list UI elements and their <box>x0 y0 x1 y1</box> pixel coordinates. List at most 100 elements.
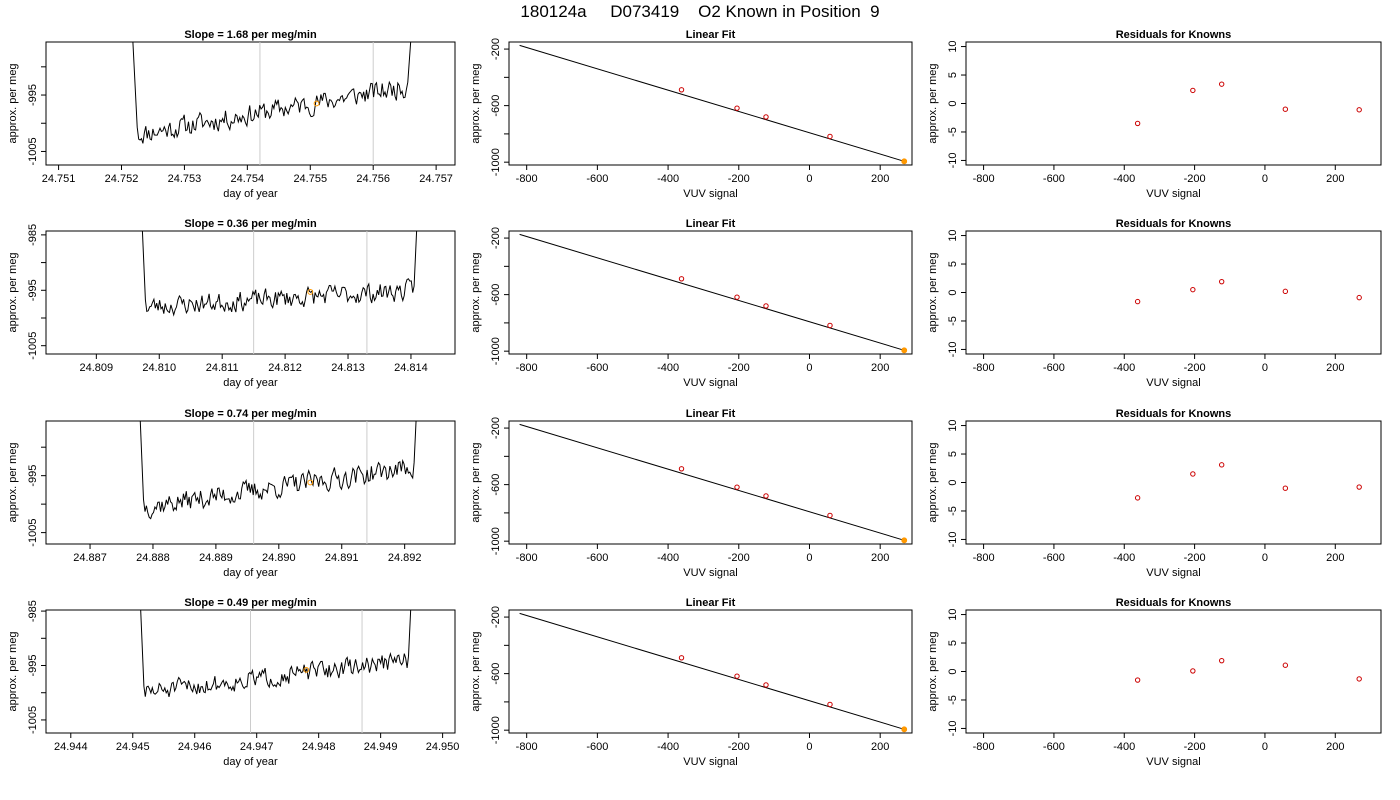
y-tick-label: -985 <box>27 224 39 246</box>
residual-point <box>1190 286 1196 293</box>
y-axis-label: approx. per meg <box>7 631 19 711</box>
x-tick-label: -200 <box>728 741 750 753</box>
x-tick-label: -600 <box>1043 173 1065 185</box>
x-tick-label: 24.753 <box>168 173 202 185</box>
residual-point <box>1218 278 1225 285</box>
selected-point-marker <box>303 666 310 673</box>
panel-residuals-row-2: Residuals for Knowns -800 -600 -400 -200 0 200… <box>927 218 1382 389</box>
y-tick-label: -5 <box>947 127 959 137</box>
x-tick-label: -400 <box>657 173 679 185</box>
y-axis-label: approx. per meg <box>927 63 939 143</box>
residual-point <box>1190 471 1196 477</box>
plot-frame <box>45 230 456 355</box>
y-tick-label: -600 <box>490 474 502 496</box>
known-point <box>678 276 685 282</box>
x-tick-label: 200 <box>871 173 889 185</box>
panel-title: Slope = 1.68 per meg/min <box>184 29 317 41</box>
selected-point-marker <box>307 289 314 295</box>
x-tick-label: -400 <box>1113 552 1135 564</box>
x-tick-label: 24.752 <box>105 173 139 185</box>
panel-timeseries-row-1: Slope = 1.68 per meg/min 24.751 24.752 24.7… <box>7 29 456 200</box>
x-tick-label: -600 <box>586 552 608 564</box>
y-axis-label: approx. per meg <box>7 442 19 522</box>
panel-timeseries-row-4: Slope = 0.49 per meg/min 24.944 24.945 24.9… <box>7 597 459 768</box>
x-tick-label: 200 <box>1326 552 1344 564</box>
panel-fit-row-2: Linear Fit -800 -600 -400 -200 0 200 -1000 -600 -… <box>470 218 913 389</box>
signal-trace <box>139 421 417 520</box>
known-point <box>827 512 833 519</box>
panel-residuals-row-3: Residuals for Knowns -800 -600 -400 -200 0 200… <box>927 408 1382 579</box>
panel-fit-row-1: Linear Fit -800 -600 -400 -200 0 200 -1000 -600 -… <box>470 29 913 200</box>
plot-frame <box>45 41 456 166</box>
residual-point <box>1282 106 1289 112</box>
known-point <box>763 303 769 309</box>
plot-area <box>140 610 412 733</box>
x-tick-label: 24.813 <box>331 362 365 374</box>
x-tick-label: -400 <box>1113 173 1135 185</box>
y-tick-label: -1005 <box>27 332 39 360</box>
x-tick-label: -800 <box>516 173 538 185</box>
residual-point <box>1134 120 1141 127</box>
x-tick-label: -600 <box>1043 362 1065 374</box>
x-tick-label: 0 <box>806 741 812 753</box>
current-point-marker <box>901 347 908 354</box>
x-tick-label: -400 <box>657 552 679 564</box>
y-tick-label: 10 <box>947 229 959 241</box>
panel-timeseries-row-2: Slope = 0.36 per meg/min 24.809 24.810 24.8… <box>7 218 456 389</box>
x-tick-label: -200 <box>728 362 750 374</box>
residual-point <box>1190 668 1196 674</box>
y-axis-label: approx. per meg <box>470 63 482 143</box>
x-tick-label: 24.812 <box>268 362 302 374</box>
plot-frame <box>508 420 913 545</box>
y-tick-label: -1000 <box>490 148 502 176</box>
x-tick-label: 24.809 <box>80 362 114 374</box>
plot-area <box>519 233 908 354</box>
x-axis-label: day of year <box>223 377 278 389</box>
plot-frame <box>965 420 1382 545</box>
x-tick-label: 200 <box>1326 741 1344 753</box>
signal-trace <box>132 42 412 144</box>
residual-point <box>1218 81 1225 87</box>
known-point <box>734 105 740 111</box>
x-tick-label: -600 <box>1043 741 1065 753</box>
y-tick-label: 5 <box>947 261 959 267</box>
y-axis-label: approx. per meg <box>7 252 19 332</box>
x-axis-label: day of year <box>223 567 278 579</box>
y-tick-label: -10 <box>947 152 959 168</box>
fit-line <box>519 612 905 730</box>
x-tick-label: -600 <box>586 173 608 185</box>
plot-area <box>139 421 417 544</box>
x-tick-label: -800 <box>516 362 538 374</box>
panel-fit-row-3: Linear Fit -800 -600 -400 -200 0 200 -1000 -600 -… <box>470 408 913 579</box>
x-tick-label: -800 <box>973 741 995 753</box>
y-tick-label: 10 <box>947 608 959 620</box>
known-point <box>827 133 833 140</box>
plot-frame <box>965 230 1382 355</box>
plot-area <box>1134 278 1362 305</box>
x-tick-label: 24.947 <box>240 741 274 753</box>
x-axis-label: VUV signal <box>683 756 737 768</box>
plot-frame <box>965 609 1382 734</box>
known-point <box>827 322 833 329</box>
x-axis-label: VUV signal <box>683 188 737 200</box>
x-tick-label: 24.946 <box>178 741 212 753</box>
x-tick-label: -600 <box>586 741 608 753</box>
y-tick-label: -985 <box>27 600 39 622</box>
residual-point <box>1282 485 1289 491</box>
y-tick-label: -200 <box>490 606 502 628</box>
x-tick-label: 24.811 <box>206 362 239 374</box>
panel-title: Slope = 0.49 per meg/min <box>184 597 317 609</box>
panel-title: Linear Fit <box>686 218 736 230</box>
known-point <box>763 493 769 499</box>
y-tick-label: 0 <box>947 289 959 295</box>
plot-area <box>141 231 418 354</box>
x-tick-label: -200 <box>728 173 750 185</box>
panel-title: Linear Fit <box>686 29 736 41</box>
current-point-marker <box>901 726 908 733</box>
figure-title: 180124a D073419 O2 Known in Position 9 <box>520 2 880 21</box>
y-tick-label: -1000 <box>490 716 502 744</box>
y-axis-label: approx. per meg <box>470 631 482 711</box>
x-tick-label: 24.890 <box>262 552 296 564</box>
y-tick-label: -5 <box>947 695 959 705</box>
